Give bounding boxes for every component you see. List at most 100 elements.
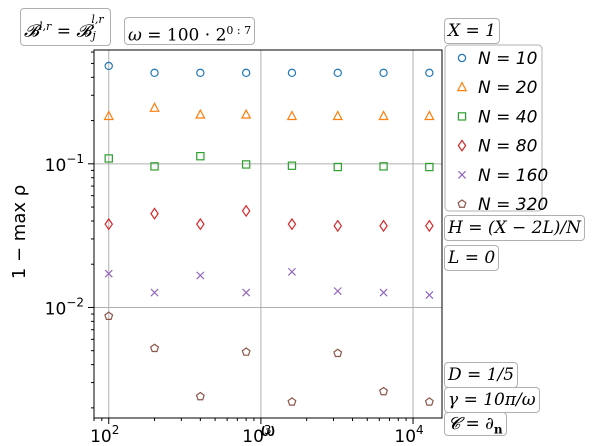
data-point [240,108,252,119]
legend-entry: N = 10 [457,49,537,69]
data-point [104,269,113,278]
legend-marker [457,139,467,152]
legend-label: N = 10 [478,49,537,69]
h-param-label: H = (X − 2L)/N [444,215,586,241]
data-point [333,348,343,358]
data-point [424,110,435,121]
data-point [150,68,159,78]
legend-label: N = 320 [478,195,548,215]
data-point [196,271,205,280]
y-tick-exponent: −2 [66,295,84,309]
gamma-param-label: γ = 10π/ω [444,387,540,413]
data-point [425,291,434,300]
legend-label: N = 40 [478,107,537,127]
series-0 [104,61,434,78]
data-point [150,288,159,297]
data-point [425,219,434,233]
x-tick-label: 104 [394,423,423,446]
data-point [333,68,342,78]
y-tick-exponent: −1 [66,152,84,166]
data-point [104,217,114,231]
legend-entry: N = 40 [457,107,537,127]
d-param-label: D = 1/5 [444,362,519,388]
y-axis-label: 1 − max ρ [9,185,30,279]
data-point [196,217,205,231]
legend-marker [456,81,468,92]
legend-label: N = 160 [478,166,548,186]
legend-frame [444,44,543,212]
x-axis-ticks: 102 103 104 [90,418,424,446]
data-point [378,110,389,121]
data-point [379,68,388,78]
data-point [287,161,297,170]
y-tick-base: 10 [45,156,67,176]
x-tick-exponent: 2 [112,423,120,437]
data-point [379,288,388,297]
data-point [150,207,159,220]
y-tick-label: 10−1 [45,152,84,176]
x-tick-exponent: 4 [416,423,424,437]
series-5 [104,311,434,406]
omega-range-label: ω = 100 · 20 : 7 [124,17,256,46]
data-point [196,68,205,78]
data-point [150,343,160,353]
data-point [379,162,388,171]
data-point [104,311,114,320]
data-point [242,288,251,297]
legend-label: N = 80 [478,137,537,157]
c-param-text: 𝓒 = ∂n [448,414,503,437]
boundary-operator-symbol: 𝓑 [24,21,39,42]
data-point [425,162,434,172]
data-point [424,397,434,406]
legend-marker [457,112,467,121]
data-point [241,204,251,218]
data-point [104,154,113,163]
legend-entry: N = 320 [457,195,548,215]
data-point [333,162,342,172]
y-axis-ticks: 10−110−2 [45,51,94,409]
x-axis-label: ω [260,420,275,441]
c-param-label: 𝓒 = ∂n [444,412,507,436]
legend-label: N = 20 [478,78,537,98]
data-points [103,61,435,406]
data-point [332,110,343,121]
y-tick-label: 10−2 [45,295,84,319]
l-param-label: L = 0 [444,245,500,271]
data-point [149,102,160,112]
x-param-label: X = 1 [444,18,500,44]
series-3 [104,204,434,233]
data-point [333,287,342,296]
data-point [241,68,251,78]
data-point [287,267,296,276]
series-2 [104,151,434,172]
data-point [241,160,251,169]
legend-entry: N = 20 [456,78,537,98]
x-tick-label: 102 [90,423,119,446]
data-point [104,61,113,71]
legend-marker [457,53,467,63]
series-4 [104,267,434,300]
data-point [195,108,206,119]
legend-marker [457,170,467,179]
data-point [241,347,251,356]
x-tick-exponent: 3 [264,423,272,437]
data-point [379,219,388,233]
plot-frame [93,49,443,419]
data-point [333,219,343,233]
data-point [103,110,114,121]
data-point [196,151,205,161]
data-point [425,68,434,78]
series-1 [103,102,435,121]
legend-entry: N = 160 [457,166,548,186]
data-point [379,386,389,396]
grid-lines [94,50,442,418]
data-point [195,391,205,401]
y-tick-base: 10 [45,299,67,319]
legend: N = 10 N = 20 N = 40 N = 80 N = 160 N = 320 [444,44,548,215]
data-point [150,162,159,171]
legend-entry: N = 80 [457,137,537,157]
legend-marker [457,199,467,208]
data-point [287,68,297,78]
